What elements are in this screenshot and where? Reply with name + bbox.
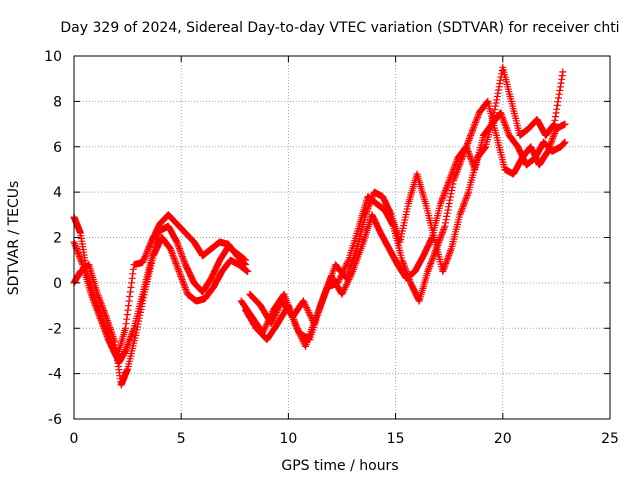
y-tick-label: 0 xyxy=(53,276,62,292)
x-tick-label: 15 xyxy=(387,431,405,447)
y-tick-label: 10 xyxy=(44,49,62,65)
y-tick-label: -6 xyxy=(48,412,62,428)
series-markers xyxy=(246,63,567,328)
x-tick-label: 25 xyxy=(601,431,619,447)
x-tick-label: 5 xyxy=(177,431,186,447)
x-tick-label: 10 xyxy=(279,431,297,447)
data-points xyxy=(70,63,569,389)
y-tick-label: -4 xyxy=(48,367,62,383)
y-tick-label: 4 xyxy=(53,185,62,201)
x-axis-label: GPS time / hours xyxy=(281,458,398,474)
y-tick-label: -2 xyxy=(48,321,62,337)
y-axis-label: SDTVAR / TECUs xyxy=(6,181,22,296)
y-tick-label: 6 xyxy=(53,140,62,156)
axis-ticks: 0 5 10 15 20 25 -6 -4 -2 0 2 4 6 8 10 xyxy=(44,49,619,447)
x-tick-label: 20 xyxy=(494,431,512,447)
series-6 xyxy=(246,63,567,328)
y-tick-label: 2 xyxy=(53,231,62,247)
x-tick-label: 0 xyxy=(70,431,79,447)
chart-title: Day 329 of 2024, Sidereal Day-to-day VTE… xyxy=(60,20,619,36)
y-tick-label: 8 xyxy=(53,94,62,110)
